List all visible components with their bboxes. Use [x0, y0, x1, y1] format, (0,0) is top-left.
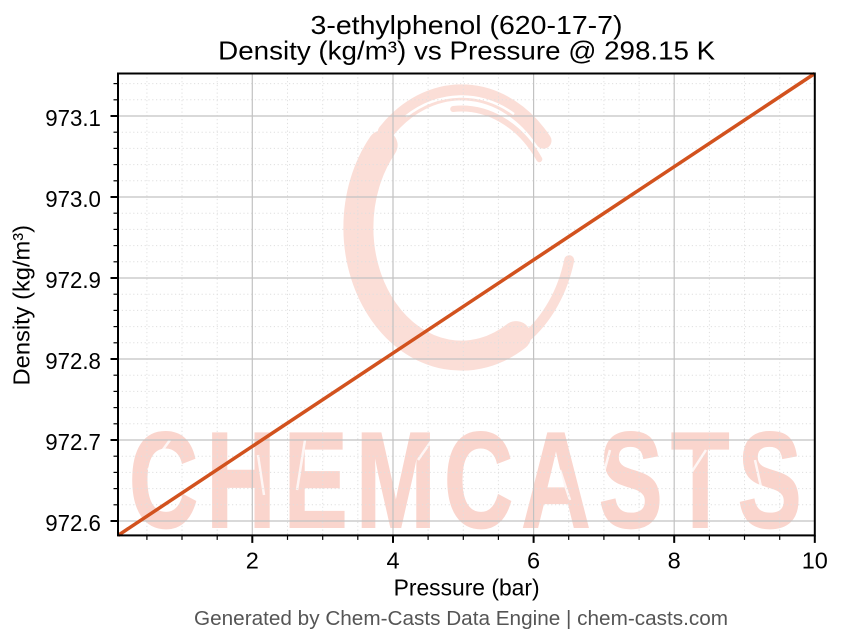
svg-text:4: 4	[386, 548, 399, 574]
svg-text:CHEMCASTS: CHEMCASTS	[129, 404, 810, 556]
svg-text:Generated by Chem-Casts Data E: Generated by Chem-Casts Data Engine | ch…	[194, 608, 728, 630]
svg-text:10: 10	[802, 548, 828, 574]
svg-text:2: 2	[246, 548, 259, 574]
svg-text:Density (kg/m³) vs Pressure @: Density (kg/m³) vs Pressure @ 298.15 K	[218, 36, 716, 66]
svg-text:6: 6	[527, 548, 540, 574]
svg-text:8: 8	[668, 548, 681, 574]
svg-text:972.9: 972.9	[45, 267, 101, 293]
svg-text:Density (kg/m³): Density (kg/m³)	[9, 225, 35, 386]
svg-text:973.0: 973.0	[45, 186, 101, 212]
svg-text:973.1: 973.1	[45, 105, 101, 131]
svg-text:972.8: 972.8	[45, 348, 101, 374]
svg-text:972.7: 972.7	[45, 429, 101, 455]
svg-text:3-ethylphenol (620-17-7): 3-ethylphenol (620-17-7)	[311, 10, 623, 40]
svg-text:972.6: 972.6	[45, 510, 101, 536]
svg-text:Pressure (bar): Pressure (bar)	[394, 575, 540, 601]
